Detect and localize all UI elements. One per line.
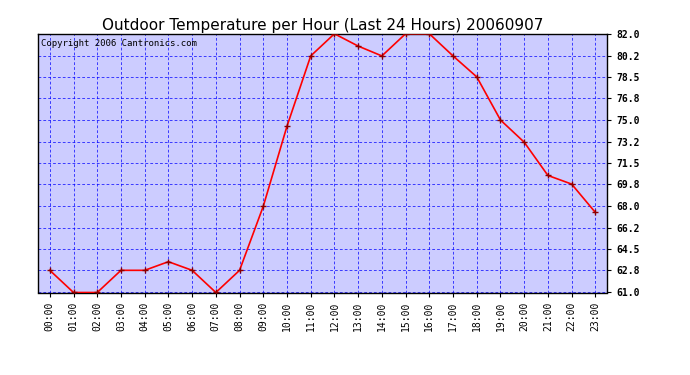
Text: Copyright 2006 Cantronics.com: Copyright 2006 Cantronics.com [41,39,197,48]
Title: Outdoor Temperature per Hour (Last 24 Hours) 20060907: Outdoor Temperature per Hour (Last 24 Ho… [102,18,543,33]
